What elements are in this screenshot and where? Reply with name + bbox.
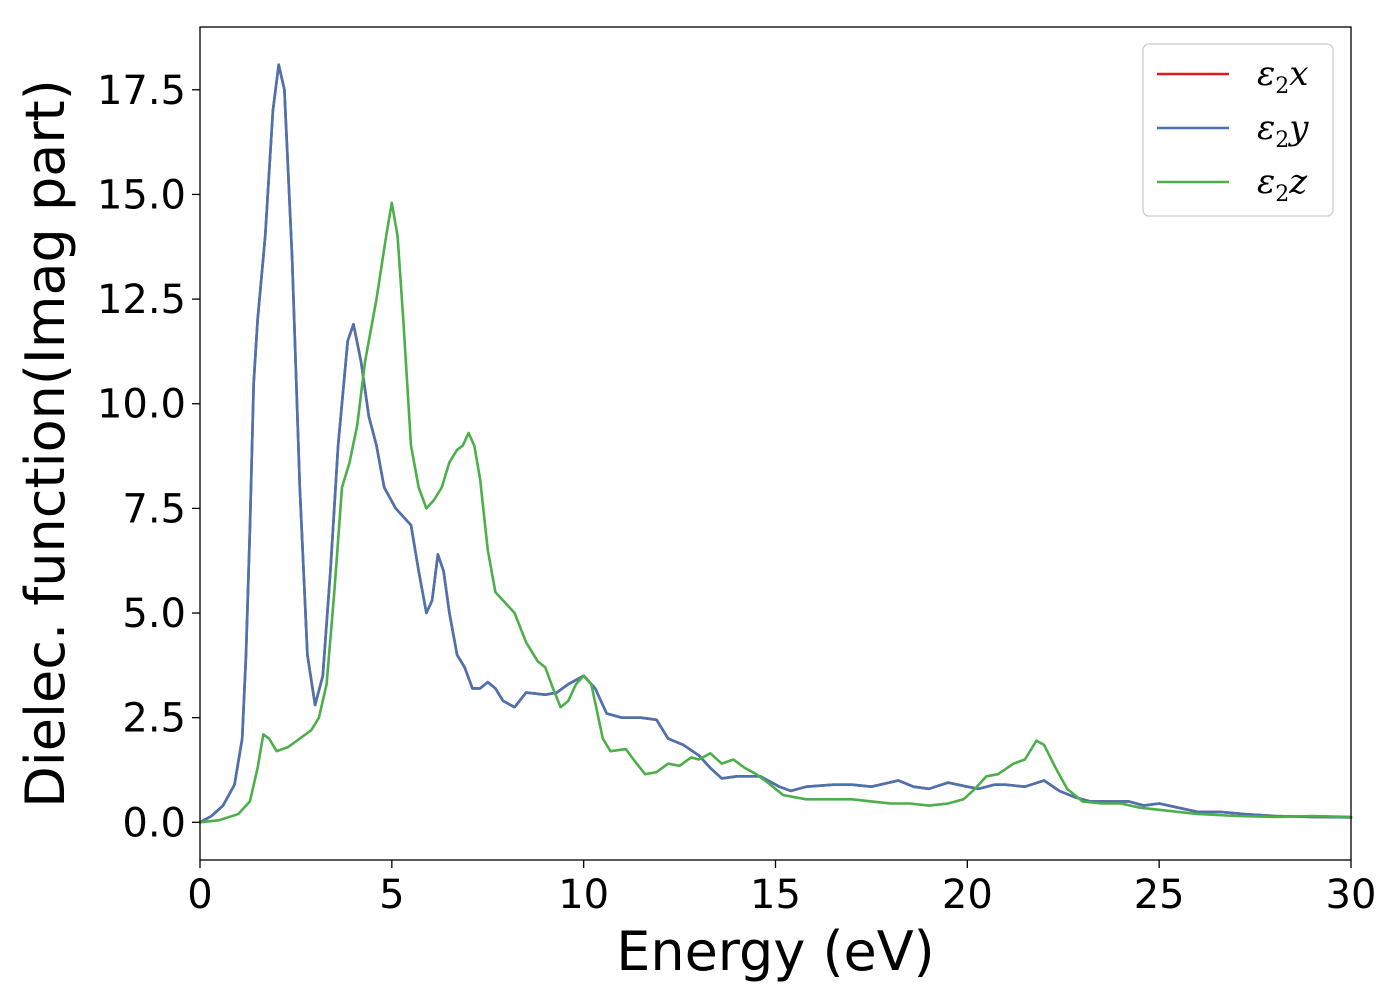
legend-label: ε2y <box>1257 108 1309 153</box>
legend-label: ε2x <box>1257 54 1308 99</box>
y-tick-label: 15.0 <box>97 172 186 218</box>
x-tick-label: 25 <box>1134 872 1185 918</box>
y-axis-label: Dielec. function(Imag part) <box>14 79 77 808</box>
y-tick-label: 7.5 <box>122 486 186 532</box>
series-line-2 <box>198 63 1353 824</box>
y-tick-label: 10.0 <box>97 382 186 428</box>
series-line-3 <box>198 201 1353 824</box>
y-tick-label: 0.0 <box>122 800 186 846</box>
x-tick-label: 20 <box>942 872 993 918</box>
legend-label: ε2z <box>1257 162 1308 207</box>
x-tick-label: 5 <box>379 872 404 918</box>
x-tick-label: 15 <box>750 872 801 918</box>
y-axis-ticks: 0.0 2.5 5.0 7.5 10.0 12.5 15.0 17.5 <box>97 68 200 846</box>
x-tick-label: 0 <box>187 872 212 918</box>
series-layer <box>198 63 1353 824</box>
legend: ε2x ε2y ε2z <box>1142 43 1334 217</box>
y-tick-label: 2.5 <box>122 696 186 742</box>
x-axis-label: Energy (eV) <box>616 920 935 983</box>
y-tick-label: 12.5 <box>97 277 186 323</box>
x-tick-label: 30 <box>1326 872 1377 918</box>
x-axis-ticks: 0 5 10 15 20 25 30 <box>187 860 1376 918</box>
legend-box <box>1142 43 1334 217</box>
y-tick-label: 5.0 <box>122 591 186 637</box>
y-tick-label: 17.5 <box>97 68 186 114</box>
x-tick-label: 10 <box>558 872 609 918</box>
